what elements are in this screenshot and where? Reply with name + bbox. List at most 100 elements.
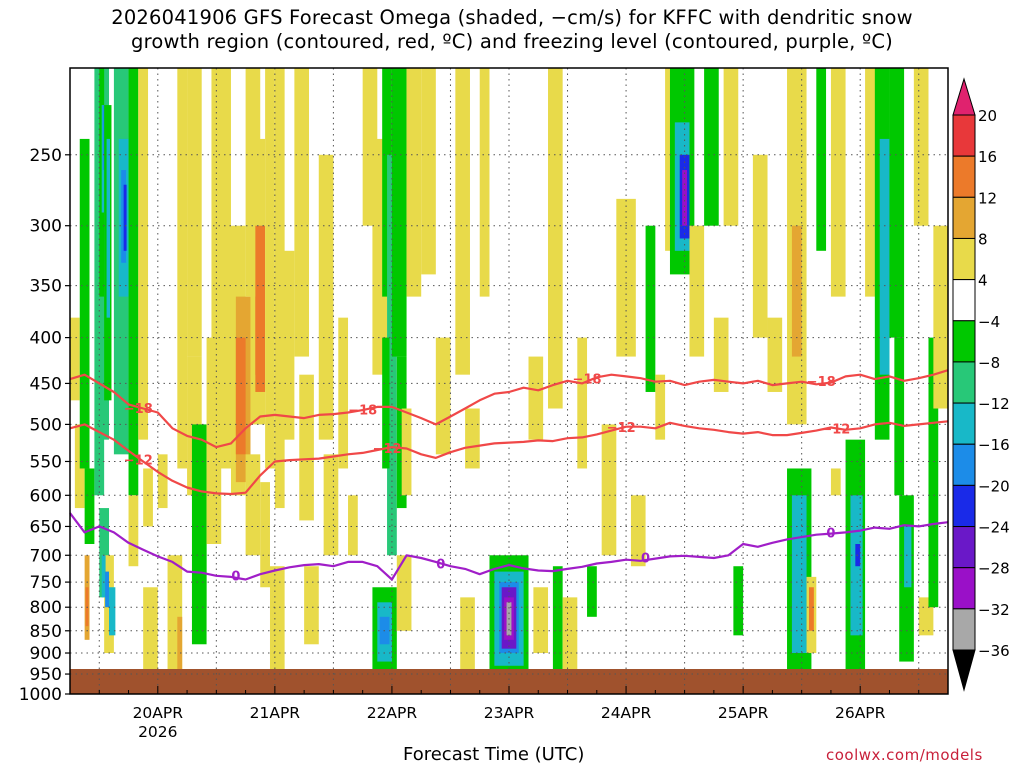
colorbar-bin: [952, 608, 976, 651]
y-tick-label: 550: [30, 452, 62, 472]
omega-cell: [577, 337, 588, 469]
omega-cell: [913, 68, 929, 226]
omega-cell: [587, 566, 597, 617]
omega-cell: [830, 68, 846, 297]
omega-cell: [294, 68, 310, 357]
y-tick-label: 950: [30, 665, 62, 685]
y-tick-label: 500: [30, 415, 62, 435]
omega-cell: [157, 454, 168, 509]
colorbar-bin: [952, 279, 976, 322]
omega-cell: [723, 68, 739, 226]
omega-cell: [401, 408, 412, 496]
omega-cell: [933, 225, 948, 409]
omega-cell: [548, 68, 563, 409]
y-tick-label: 900: [30, 644, 62, 664]
omega-cell: [279, 250, 295, 440]
omega-cell: [196, 468, 207, 608]
colorbar-bin: [952, 237, 976, 281]
y-tick-label: 250: [30, 146, 62, 166]
omega-cell: [830, 468, 841, 496]
title-line-1: 2026041906 GFS Forecast Omega (shaded, −…: [111, 6, 913, 29]
y-tick-label: 450: [30, 374, 62, 394]
omega-cell: [143, 587, 158, 675]
omega-cell: [238, 347, 244, 409]
x-tick-label: 26APR: [835, 704, 886, 722]
omega-cell: [791, 495, 807, 654]
chart-title: 2026041906 GFS Forecast Omega (shaded, −…: [0, 6, 1024, 54]
colorbar-label: −12: [978, 395, 1010, 413]
contour-label: −12: [821, 423, 850, 438]
omega-cell: [128, 495, 139, 567]
contour-label: 0: [436, 558, 445, 573]
y-tick-label: 850: [30, 622, 62, 642]
omega-cell: [304, 566, 319, 645]
omega-cell: [105, 571, 110, 608]
contour-label: −18: [348, 404, 377, 419]
omega-cell: [128, 68, 139, 496]
colorbar-label: 16: [978, 148, 997, 166]
colorbar-label: 4: [978, 272, 988, 290]
x-tick-label: 24APR: [601, 704, 652, 722]
colorbar-bin: [952, 402, 976, 445]
omega-cell: [221, 225, 231, 440]
x-tick-label: 23APR: [484, 704, 535, 722]
omega-cell: [630, 495, 646, 567]
omega-cell: [928, 337, 939, 608]
omega-cell: [260, 482, 270, 588]
x-tick-label: 21APR: [250, 704, 301, 722]
colorbar-bin: [952, 361, 976, 404]
omega-cell: [255, 296, 263, 375]
colorbar-bin: [952, 443, 976, 486]
colorbar-top-triangle: [952, 77, 976, 116]
colorbar-label: 8: [978, 230, 988, 248]
omega-cell: [138, 68, 149, 440]
omega-cell: [94, 68, 105, 496]
omega-cell: [421, 68, 436, 275]
omega-cell: [816, 68, 827, 251]
omega-cell: [808, 587, 814, 631]
omega-cell: [601, 424, 617, 556]
y-tick-label: 400: [30, 329, 62, 349]
omega-cell: [645, 225, 656, 392]
colorbar-bin: [952, 526, 976, 569]
omega-cell: [269, 566, 285, 679]
colorbar-bin: [952, 320, 976, 363]
contour-line: [69, 369, 949, 449]
omega-cell: [713, 317, 729, 392]
omega-cell: [889, 68, 905, 338]
omega-cell: [460, 597, 475, 670]
contour-label: −18: [124, 402, 153, 417]
omega-cell: [265, 68, 275, 469]
y-tick-label: 350: [30, 277, 62, 297]
y-tick-label: 300: [30, 217, 62, 237]
omega-cell: [99, 508, 110, 598]
omega-cell: [396, 555, 412, 631]
omega-cell: [904, 526, 912, 588]
omega-cell: [733, 566, 744, 636]
colorbar-label: −24: [978, 519, 1010, 537]
site-credit: coolwx.com/models: [826, 746, 983, 764]
y-axis: 2503003504004505005506006507007508008509…: [19, 146, 70, 705]
contour-lines: [69, 369, 949, 581]
omega-cell: [435, 337, 451, 455]
omega-cell: [177, 68, 188, 469]
omega-cell: [562, 597, 578, 670]
omega-cell: [479, 68, 490, 297]
omega-cell: [533, 587, 549, 654]
omega-cell: [84, 468, 95, 544]
y-tick-label: 1000: [19, 685, 62, 705]
omega-cell: [143, 468, 153, 527]
title-line-2: growth region (contoured, red, ºC) and f…: [131, 30, 893, 53]
contour-label: 0: [231, 569, 240, 584]
omega-cell: [101, 555, 106, 598]
omega-cell: [655, 374, 666, 440]
contour-label: −12: [124, 454, 153, 469]
omega-cell: [396, 356, 407, 509]
x-tick-label: 22APR: [367, 704, 418, 722]
omega-cell: [106, 138, 110, 318]
omega-cell: [79, 138, 90, 469]
omega-shading: [70, 68, 948, 679]
omega-cell: [323, 454, 339, 556]
